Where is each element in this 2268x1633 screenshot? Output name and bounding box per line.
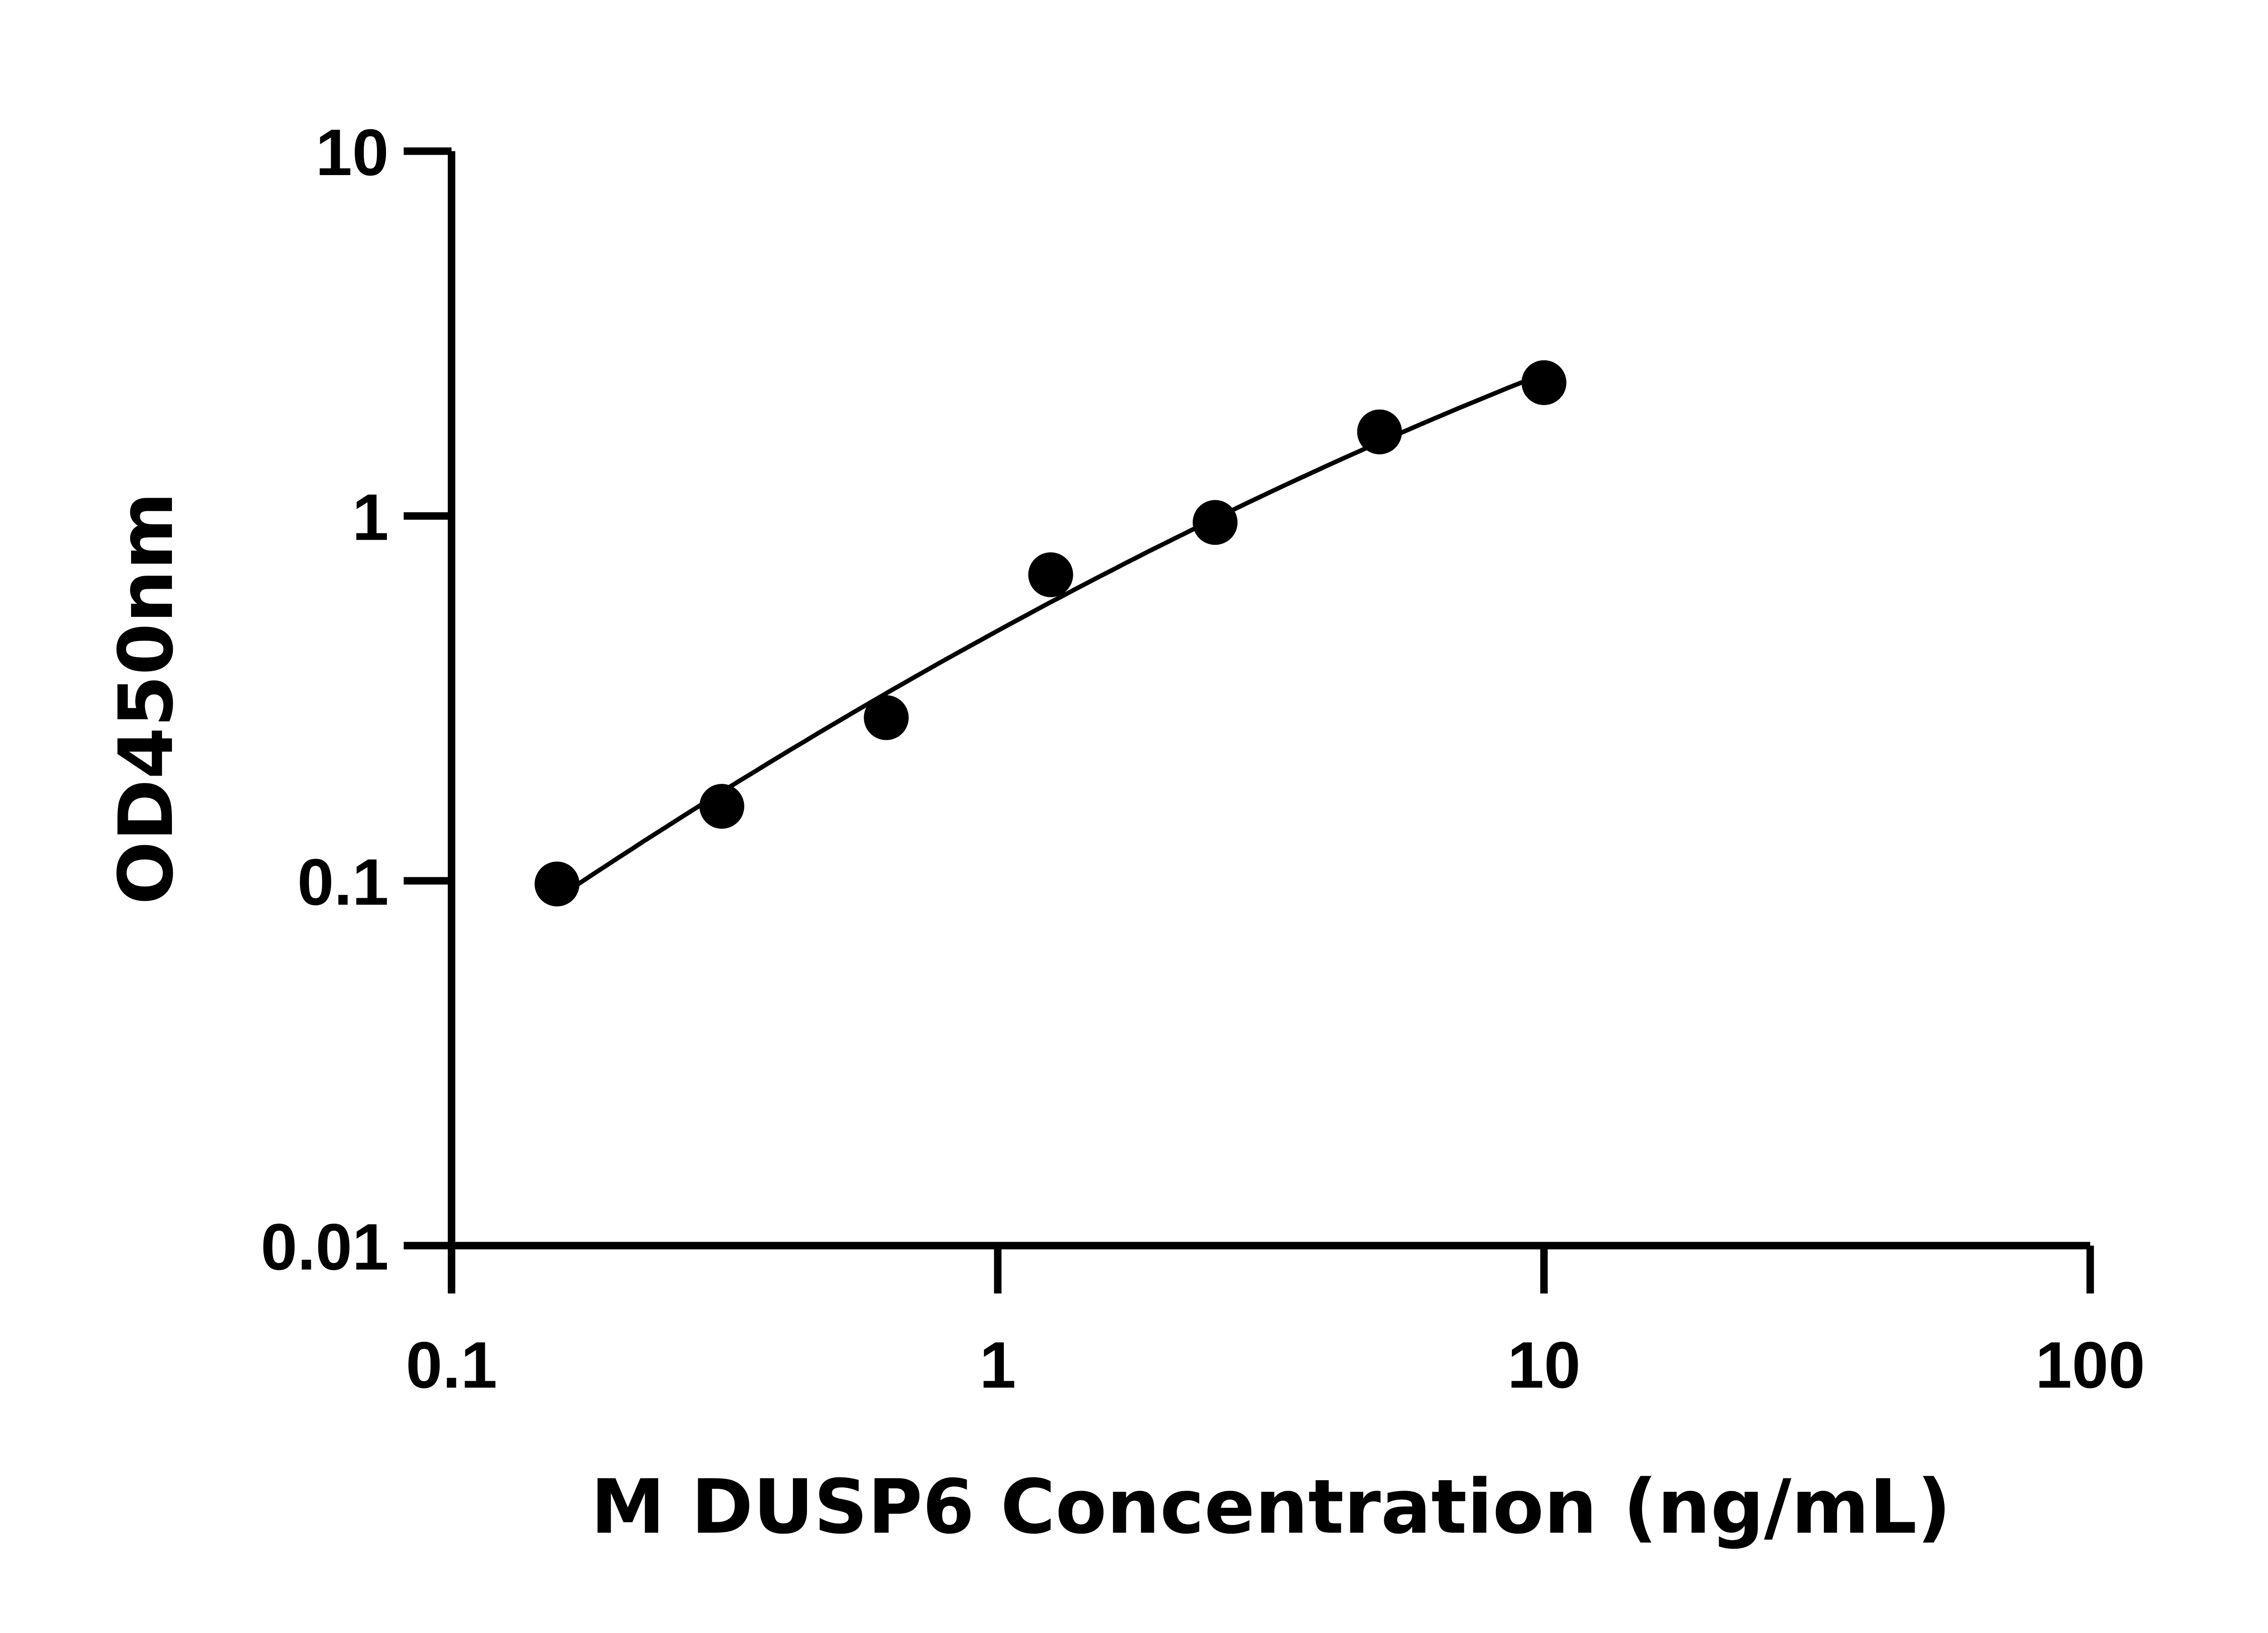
x-tick-label: 1: [979, 1328, 1016, 1402]
x-tick-label: 10: [1507, 1328, 1580, 1402]
data-point: [1193, 500, 1238, 545]
data-points: [534, 360, 1567, 907]
x-tick-label: 0.1: [406, 1328, 498, 1402]
data-point: [1357, 409, 1402, 455]
data-point: [1028, 552, 1073, 597]
x-axis-label: M DUSP6 Concentration (ng/mL): [591, 1463, 1951, 1550]
data-point: [864, 695, 909, 740]
y-axis-label: OD450nm: [103, 492, 190, 905]
y-tick-label: 10: [316, 116, 389, 189]
y-tick-label: 1: [352, 480, 389, 554]
y-tick-label: 0.01: [261, 1210, 389, 1284]
data-point: [699, 784, 744, 829]
x-tick-label: 100: [2035, 1328, 2145, 1402]
data-point: [1521, 360, 1567, 405]
y-tick-label: 0.1: [297, 845, 389, 919]
data-point: [534, 861, 580, 907]
